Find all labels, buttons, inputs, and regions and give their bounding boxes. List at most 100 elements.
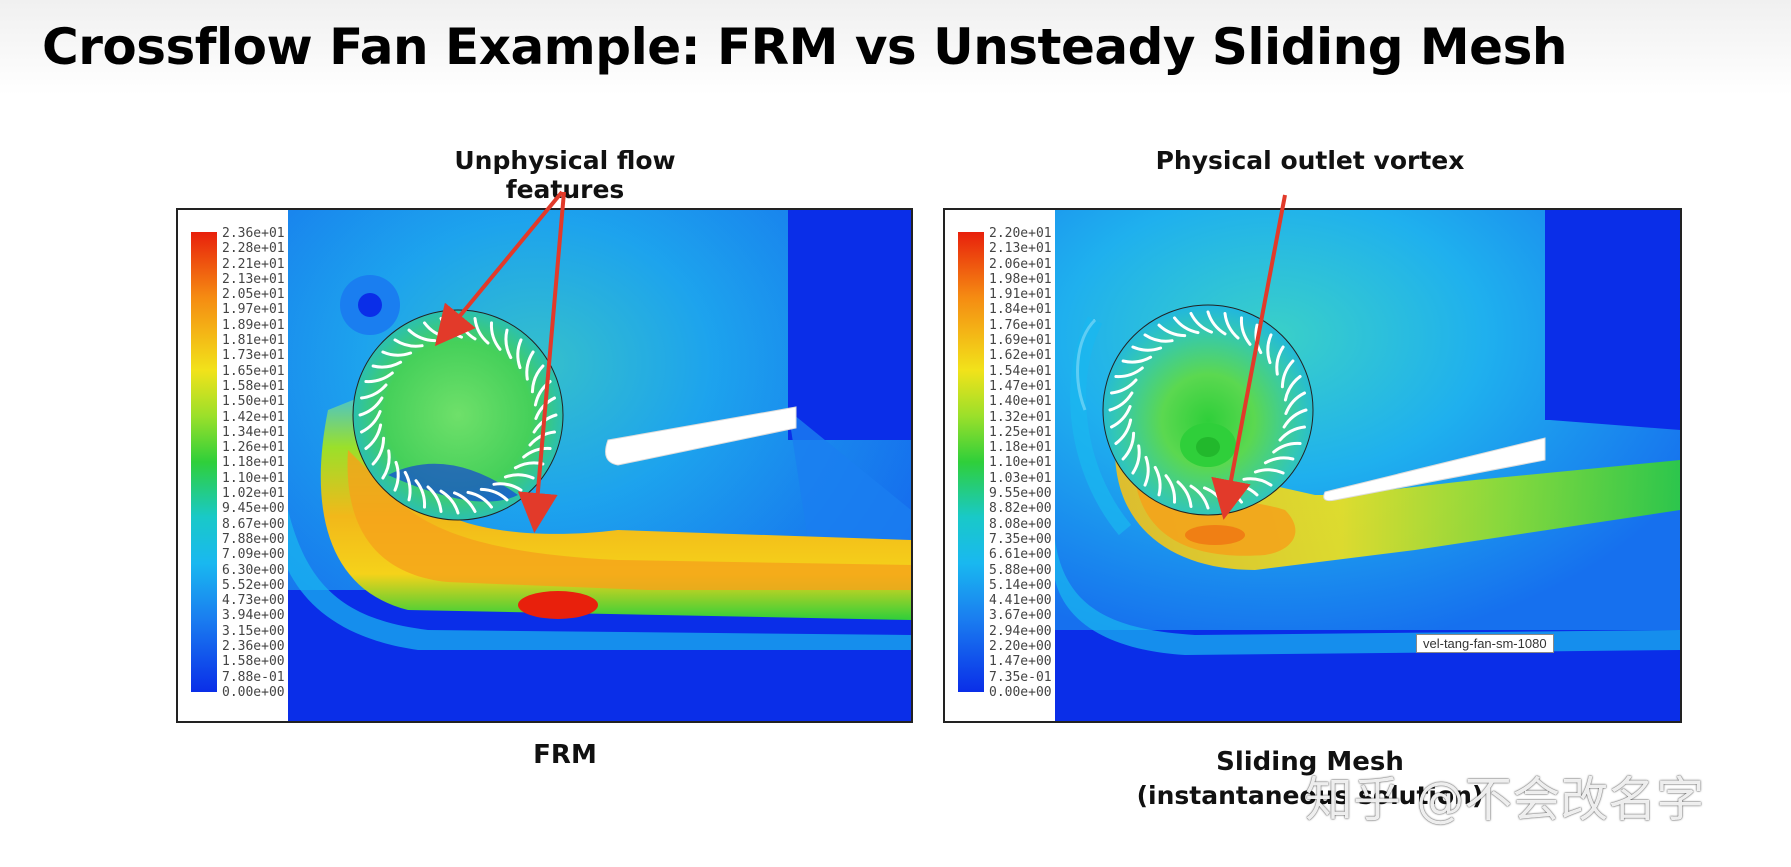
sliding-mesh-legend-label: 1.32e+01 [989,409,1052,425]
frm-legend-label: 2.05e+01 [222,287,285,303]
frm-legend-label: 1.81e+01 [222,333,285,349]
fan-blade [403,470,412,502]
frm-legend-label: 1.89e+01 [222,317,285,333]
frm-legend-label: 3.15e+00 [222,623,285,639]
frm-velocity-contour [288,210,911,721]
fan-blade [1176,480,1193,508]
sliding-mesh-legend-label: 1.69e+01 [989,333,1052,349]
fan-blade [466,490,493,509]
frm-legend-label: 1.10e+01 [222,470,285,486]
fan-blade [371,360,403,369]
frm-legend-label: 1.58e+00 [222,654,285,670]
sliding-mesh-legend-label: 1.98e+01 [989,271,1052,287]
frm-legend-label: 2.36e+00 [222,639,285,655]
fan-blade [414,479,427,509]
sliding-mesh-contour-panel: 2.20e+01 2.13e+01 2.06e+01 1.98e+01 1.91e+01… [943,208,1682,723]
sliding-mesh-legend-label: 1.25e+01 [989,424,1052,440]
fan-blade [364,423,383,450]
sliding-mesh-color-legend: 2.20e+01 2.13e+01 2.06e+01 1.98e+01 1.91e+01… [945,210,1055,721]
frm-legend-labels: 2.36e+01 2.28e+01 2.21e+01 2.13e+01 2.05e+01… [222,226,285,700]
fan-blade [1157,323,1187,338]
frm-legend-label: 1.34e+01 [222,424,285,440]
frm-legend-label: 1.18e+01 [222,455,285,471]
frm-legend-label: 1.97e+01 [222,302,285,318]
sliding-mesh-legend-label: 1.91e+01 [989,287,1052,303]
fan-blade [381,350,413,357]
fan-blade [516,338,523,370]
fan-blade [1189,312,1213,334]
sliding-mesh-legend-label: 2.06e+01 [989,256,1052,272]
frm-legend-label: 1.26e+01 [222,440,285,456]
fan-blade [492,482,523,492]
frm-legend-label: 2.21e+01 [222,256,285,272]
fan-blade [1131,444,1141,475]
fan-blade [1143,455,1150,487]
sliding-mesh-legend-label: 1.40e+01 [989,394,1052,410]
left-annotation: Unphysical flow features [454,146,676,204]
sliding-mesh-legend-label: 1.47e+00 [989,654,1052,670]
frm-legend-label: 7.09e+00 [222,547,285,563]
sliding-mesh-legend-label: 3.67e+00 [989,608,1052,624]
frm-legend-label: 1.42e+01 [222,409,285,425]
right-annotation: Physical outlet vortex [1155,146,1465,175]
sliding-mesh-legend-label: 5.88e+00 [989,562,1052,578]
frm-legend-label: 9.45e+00 [222,501,285,517]
sliding-mesh-legend-label: 8.08e+00 [989,516,1052,532]
slide-title: Crossflow Fan Example: FRM vs Unsteady S… [42,18,1567,76]
sliding-mesh-legend-label: 1.76e+01 [989,317,1052,333]
sliding-mesh-legend-labels: 2.20e+01 2.13e+01 2.06e+01 1.98e+01 1.91e+01… [989,226,1052,700]
frm-legend-label: 0.00e+00 [222,684,285,700]
fan-blade [1110,378,1138,395]
fan-blade [371,436,386,466]
frm-caption: FRM [533,740,597,770]
frm-contour-panel: 2.36e+01 2.28e+01 2.21e+01 2.13e+01 2.05e+01… [176,208,913,723]
frm-legend-label: 2.28e+01 [222,241,285,257]
sliding-mesh-legend-label: 9.55e+00 [989,486,1052,502]
sliding-mesh-legend-label: 1.18e+01 [989,440,1052,456]
fan-blade [1189,484,1210,510]
frm-legend-label: 1.65e+01 [222,363,285,379]
frm-legend-label: 3.94e+00 [222,608,285,624]
fan-blade [360,383,388,400]
sliding-mesh-legend-label: 1.03e+01 [989,470,1052,486]
solution-tag: vel-tang-fan-sm-1080 [1416,634,1554,653]
sliding-mesh-legend-label: 0.00e+00 [989,684,1052,700]
fan-blade [426,485,443,513]
fan-blade [381,449,391,480]
fan-blade [1121,355,1153,364]
watermark: 知乎 @不会改名字 [1305,772,1705,828]
sliding-mesh-legend-label: 6.61e+00 [989,547,1052,563]
fan-blade [393,338,424,348]
sliding-mesh-legend-label: 1.84e+01 [989,302,1052,318]
sliding-mesh-legend-label: 4.41e+00 [989,593,1052,609]
sliding-mesh-caption-line2: (instantaneous solution) [1136,781,1484,810]
fan-blade [1131,345,1163,352]
title-bar [0,0,1791,95]
frm-legend-label: 4.73e+00 [222,593,285,609]
fan-blade [1114,366,1144,379]
sliding-mesh-caption: Sliding Mesh (instantaneous solution) [1130,745,1490,813]
fan-blade [360,410,382,434]
frm-legend-label: 1.58e+01 [222,378,285,394]
fan-blade [1110,405,1132,429]
fan-blade [407,328,437,343]
fan-blade [1206,310,1227,336]
frm-color-legend: 2.36e+01 2.28e+01 2.21e+01 2.13e+01 2.05e+01… [178,210,288,721]
frm-legend-label: 7.88e-01 [222,669,285,685]
sliding-mesh-legend-label: 2.20e+00 [989,639,1052,655]
sliding-mesh-legend-label: 7.35e+00 [989,531,1052,547]
frm-legend-label: 7.88e+00 [222,531,285,547]
frm-legend-label: 8.67e+00 [222,516,285,532]
sliding-mesh-caption-line1: Sliding Mesh [1216,747,1404,777]
sliding-mesh-legend-label: 1.62e+01 [989,348,1052,364]
sliding-mesh-legend-colorbar [958,232,984,692]
fan-blade [479,487,509,502]
fan-blade [453,491,477,513]
frm-legend-label: 6.30e+00 [222,562,285,578]
fan-blade [1114,418,1133,445]
fan-blade [393,460,400,492]
fan-blade [1164,474,1177,504]
sliding-mesh-legend-label: 5.14e+00 [989,577,1052,593]
fan-blade [364,371,394,384]
sliding-mesh-legend-label: 8.82e+00 [989,501,1052,517]
